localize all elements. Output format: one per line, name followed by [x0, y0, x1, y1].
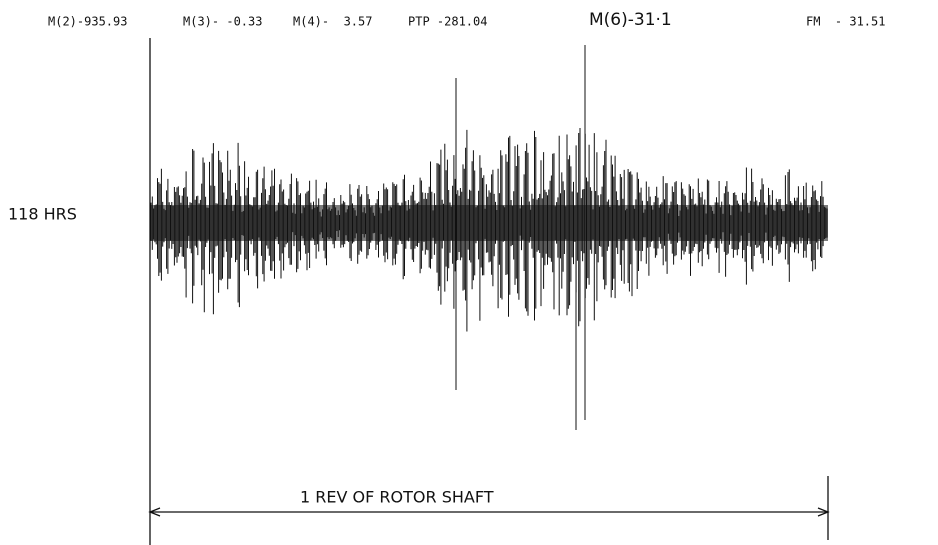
signal-core: [150, 205, 828, 241]
stat-m2: M(2)-935.93: [48, 15, 127, 29]
stat-m4: M(4)- 3.57: [293, 15, 372, 29]
span-label: 1 REV OF ROTOR SHAFT: [300, 488, 494, 507]
time-label: 118 HRS: [8, 205, 77, 224]
waveform: [150, 45, 828, 430]
stat-m3: M(3)- -0.33: [183, 15, 262, 29]
stat-m6: M(6)-31·1: [589, 10, 672, 30]
stat-ptp: PTP -281.04: [408, 15, 487, 29]
stat-fm: FM - 31.51: [806, 15, 885, 29]
span-arrows: [148, 507, 830, 517]
